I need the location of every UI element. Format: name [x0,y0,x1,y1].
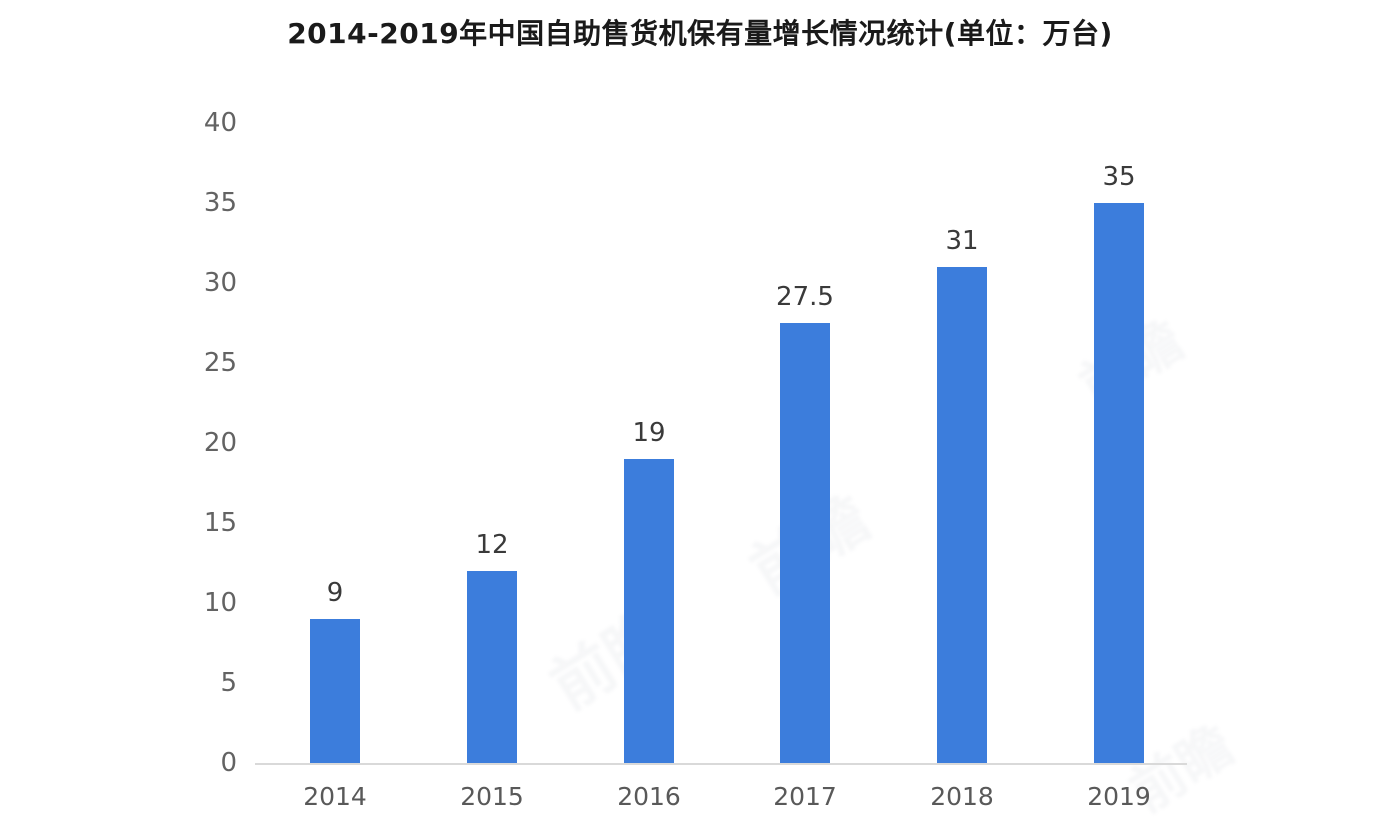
chart-title: 2014-2019年中国自助售货机保有量增长情况统计(单位：万台) [287,17,1113,50]
bar-2018 [937,267,987,763]
x-axis-tick-label: 2014 [303,782,367,811]
x-axis-tick-label: 2019 [1087,782,1151,811]
x-axis-tick-label: 2015 [460,782,524,811]
x-axis-tick-label: 2017 [773,782,837,811]
x-axis-line [255,763,1187,765]
y-axis-tick-label: 0 [220,748,237,778]
y-axis-tick-label: 20 [203,428,237,458]
y-axis-tick-label: 35 [203,188,237,218]
bar-value-label: 31 [945,226,979,256]
bar-2019 [1094,203,1144,763]
y-axis-tick-label: 30 [203,268,237,298]
bar-2014 [310,619,360,763]
bar-2016 [624,459,674,763]
bar-value-label: 19 [632,418,666,448]
bar-2015 [467,571,517,763]
bar-value-label: 9 [326,578,344,608]
y-axis-tick-label: 40 [203,108,237,138]
bar-value-label: 27.5 [776,282,834,312]
y-axis-tick-label: 15 [203,508,237,538]
y-axis-tick-label: 10 [203,588,237,618]
y-axis-tick-label: 5 [220,668,237,698]
y-axis-tick-label: 25 [203,348,237,378]
x-axis-tick-label: 2018 [930,782,994,811]
x-axis-tick-label: 2016 [617,782,681,811]
bar-value-label: 12 [475,530,509,560]
bar-value-label: 35 [1102,162,1136,192]
bar-2017 [780,323,830,763]
